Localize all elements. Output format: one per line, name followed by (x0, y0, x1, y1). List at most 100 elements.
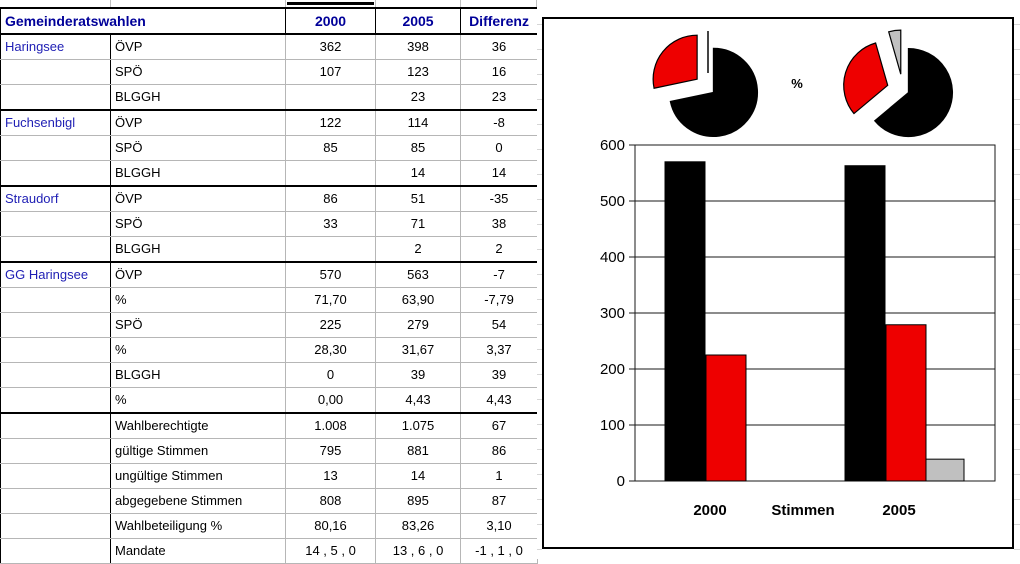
value-2005-cell[interactable]: 14 (375, 160, 462, 187)
pie-slice-spö-2000[interactable] (652, 34, 698, 89)
group-cell[interactable] (0, 387, 111, 414)
group-cell[interactable] (0, 538, 111, 564)
bar-övp-2005[interactable] (844, 165, 886, 482)
differenz-cell[interactable]: -35 (460, 186, 539, 212)
label-cell[interactable]: ÖVP (110, 262, 287, 288)
differenz-cell[interactable]: 4,43 (460, 387, 539, 414)
pie-slice-övp-2000[interactable] (669, 47, 758, 138)
label-cell[interactable]: BLGGH (110, 362, 287, 388)
value-2000-cell[interactable] (285, 84, 377, 111)
value-2000-cell[interactable]: 795 (285, 438, 377, 464)
value-2005-cell[interactable]: 114 (375, 110, 462, 136)
value-2005-cell[interactable]: 881 (375, 438, 462, 464)
value-2000-cell[interactable] (285, 236, 377, 263)
value-2000-cell[interactable]: 13 (285, 463, 377, 489)
value-2005-cell[interactable]: 13 , 6 , 0 (375, 538, 462, 564)
value-2000-cell[interactable] (285, 160, 377, 187)
value-2005-cell[interactable]: 895 (375, 488, 462, 514)
differenz-cell[interactable]: 38 (460, 211, 539, 237)
table-title-cell[interactable]: Gemeinderatswahlen (0, 7, 287, 35)
value-2005-cell[interactable]: 83,26 (375, 513, 462, 539)
differenz-cell[interactable]: 23 (460, 84, 539, 111)
group-cell[interactable] (0, 362, 111, 388)
group-cell[interactable] (0, 287, 111, 313)
label-cell[interactable]: SPÖ (110, 59, 287, 85)
value-2005-cell[interactable]: 39 (375, 362, 462, 388)
value-2005-cell[interactable]: 85 (375, 135, 462, 161)
value-2000-cell[interactable]: 71,70 (285, 287, 377, 313)
value-2005-cell[interactable]: 398 (375, 34, 462, 60)
value-2000-cell[interactable]: 85 (285, 135, 377, 161)
value-2005-cell[interactable]: 63,90 (375, 287, 462, 313)
group-cell[interactable] (0, 135, 111, 161)
label-cell[interactable]: % (110, 287, 287, 313)
differenz-cell[interactable]: 3,10 (460, 513, 539, 539)
value-2000-cell[interactable]: 86 (285, 186, 377, 212)
group-cell[interactable] (0, 211, 111, 237)
differenz-cell[interactable]: 54 (460, 312, 539, 338)
differenz-cell[interactable]: 67 (460, 413, 539, 439)
label-cell[interactable]: abgegebene Stimmen (110, 488, 287, 514)
differenz-cell[interactable]: 36 (460, 34, 539, 60)
group-cell[interactable] (0, 312, 111, 338)
differenz-cell[interactable]: 3,37 (460, 337, 539, 363)
label-cell[interactable]: BLGGH (110, 236, 287, 263)
value-2000-cell[interactable]: 107 (285, 59, 377, 85)
differenz-cell[interactable]: -7 (460, 262, 539, 288)
bar-spö-2000[interactable] (705, 354, 747, 482)
col-header-2005[interactable]: 2005 (375, 7, 462, 35)
differenz-cell[interactable]: 16 (460, 59, 539, 85)
value-2005-cell[interactable]: 71 (375, 211, 462, 237)
group-cell[interactable] (0, 413, 111, 439)
differenz-cell[interactable]: -8 (460, 110, 539, 136)
value-2005-cell[interactable]: 23 (375, 84, 462, 111)
col-header-differenz[interactable]: Differenz (460, 7, 539, 35)
label-cell[interactable]: ÖVP (110, 110, 287, 136)
value-2005-cell[interactable]: 51 (375, 186, 462, 212)
value-2000-cell[interactable]: 80,16 (285, 513, 377, 539)
value-2005-cell[interactable]: 123 (375, 59, 462, 85)
differenz-cell[interactable]: 14 (460, 160, 539, 187)
label-cell[interactable]: ungültige Stimmen (110, 463, 287, 489)
group-cell[interactable]: Haringsee (0, 34, 111, 60)
bar-övp-2000[interactable] (664, 161, 706, 482)
differenz-cell[interactable]: 87 (460, 488, 539, 514)
pie-slice-övp-2005[interactable] (873, 47, 953, 138)
differenz-cell[interactable]: 0 (460, 135, 539, 161)
group-cell[interactable] (0, 59, 111, 85)
differenz-cell[interactable]: -1 , 1 , 0 (460, 538, 539, 564)
value-2000-cell[interactable]: 0,00 (285, 387, 377, 414)
group-cell[interactable] (0, 84, 111, 111)
label-cell[interactable]: ÖVP (110, 186, 287, 212)
differenz-cell[interactable]: 86 (460, 438, 539, 464)
value-2000-cell[interactable]: 808 (285, 488, 377, 514)
value-2000-cell[interactable]: 0 (285, 362, 377, 388)
group-cell[interactable] (0, 438, 111, 464)
label-cell[interactable]: % (110, 337, 287, 363)
chart-object[interactable]: 0 100 200 300 400 500 600 2000 Stimmen 2005% (542, 17, 1014, 549)
group-cell[interactable] (0, 488, 111, 514)
label-cell[interactable]: BLGGH (110, 84, 287, 111)
group-cell[interactable]: Straudorf (0, 186, 111, 212)
label-cell[interactable]: SPÖ (110, 211, 287, 237)
group-cell[interactable]: GG Haringsee (0, 262, 111, 288)
pie-slice-spö-2005[interactable] (843, 42, 889, 115)
value-2000-cell[interactable]: 1.008 (285, 413, 377, 439)
value-2000-cell[interactable]: 122 (285, 110, 377, 136)
label-cell[interactable]: % (110, 387, 287, 414)
differenz-cell[interactable]: -7,79 (460, 287, 539, 313)
label-cell[interactable]: SPÖ (110, 312, 287, 338)
value-2000-cell[interactable]: 14 , 5 , 0 (285, 538, 377, 564)
value-2005-cell[interactable]: 563 (375, 262, 462, 288)
col-header-2000[interactable]: 2000 (285, 7, 377, 35)
group-cell[interactable] (0, 160, 111, 187)
bar-spö-2005[interactable] (885, 324, 927, 482)
label-cell[interactable]: SPÖ (110, 135, 287, 161)
group-cell[interactable] (0, 463, 111, 489)
pie-slice-blggh-2005[interactable] (887, 29, 902, 75)
value-2000-cell[interactable]: 362 (285, 34, 377, 60)
label-cell[interactable]: Mandate (110, 538, 287, 564)
differenz-cell[interactable]: 39 (460, 362, 539, 388)
value-2005-cell[interactable]: 279 (375, 312, 462, 338)
label-cell[interactable]: gültige Stimmen (110, 438, 287, 464)
